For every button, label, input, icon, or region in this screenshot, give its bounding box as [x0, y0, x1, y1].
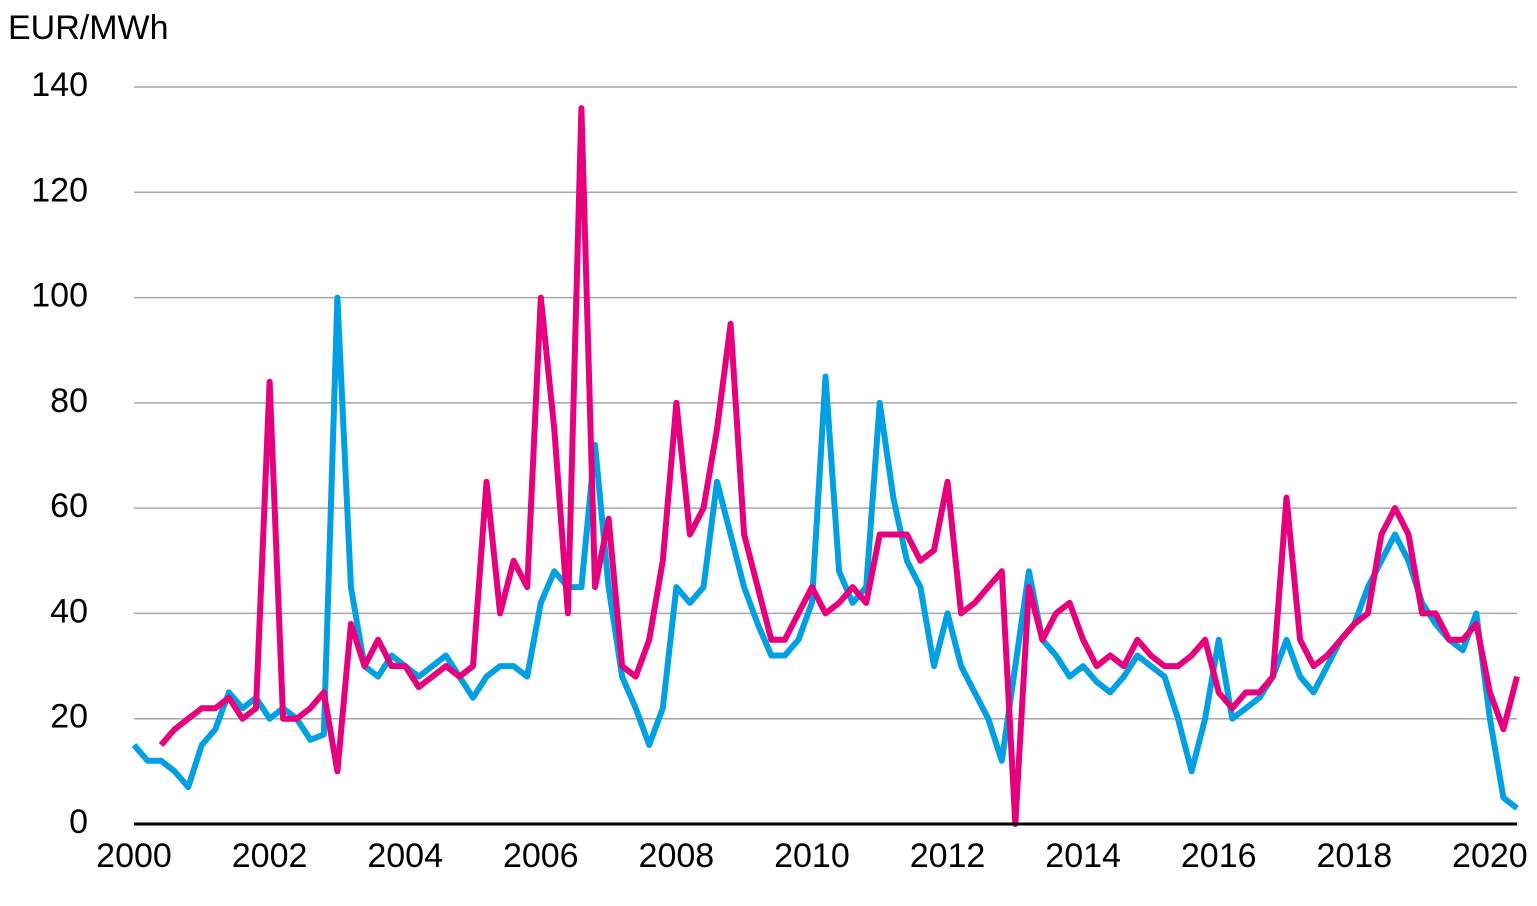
- x-tick-label: 2020: [1452, 837, 1528, 875]
- y-tick-label: 20: [50, 698, 88, 736]
- y-axis-label: EUR/MWh: [8, 9, 169, 47]
- y-tick-label: 120: [31, 171, 88, 209]
- y-tick-label: 60: [50, 487, 88, 525]
- x-tick-label: 2002: [232, 837, 308, 875]
- x-tick-label: 2004: [367, 837, 443, 875]
- x-tick-label: 2006: [503, 837, 579, 875]
- y-tick-label: 40: [50, 592, 88, 630]
- y-tick-label: 140: [31, 66, 88, 104]
- series-line: [158, 105, 1520, 827]
- x-tick-label: 2016: [1181, 837, 1257, 875]
- y-tick-label: 0: [69, 803, 88, 841]
- x-tick-label: 2008: [639, 837, 715, 875]
- x-tick-label: 2012: [910, 837, 986, 875]
- x-tick-label: 2000: [96, 837, 172, 875]
- x-tick-label: 2018: [1316, 837, 1392, 875]
- y-tick-label: 80: [50, 382, 88, 420]
- x-tick-label: 2014: [1045, 837, 1121, 875]
- y-tick-label: 100: [31, 277, 88, 315]
- x-tick-label: 2010: [774, 837, 850, 875]
